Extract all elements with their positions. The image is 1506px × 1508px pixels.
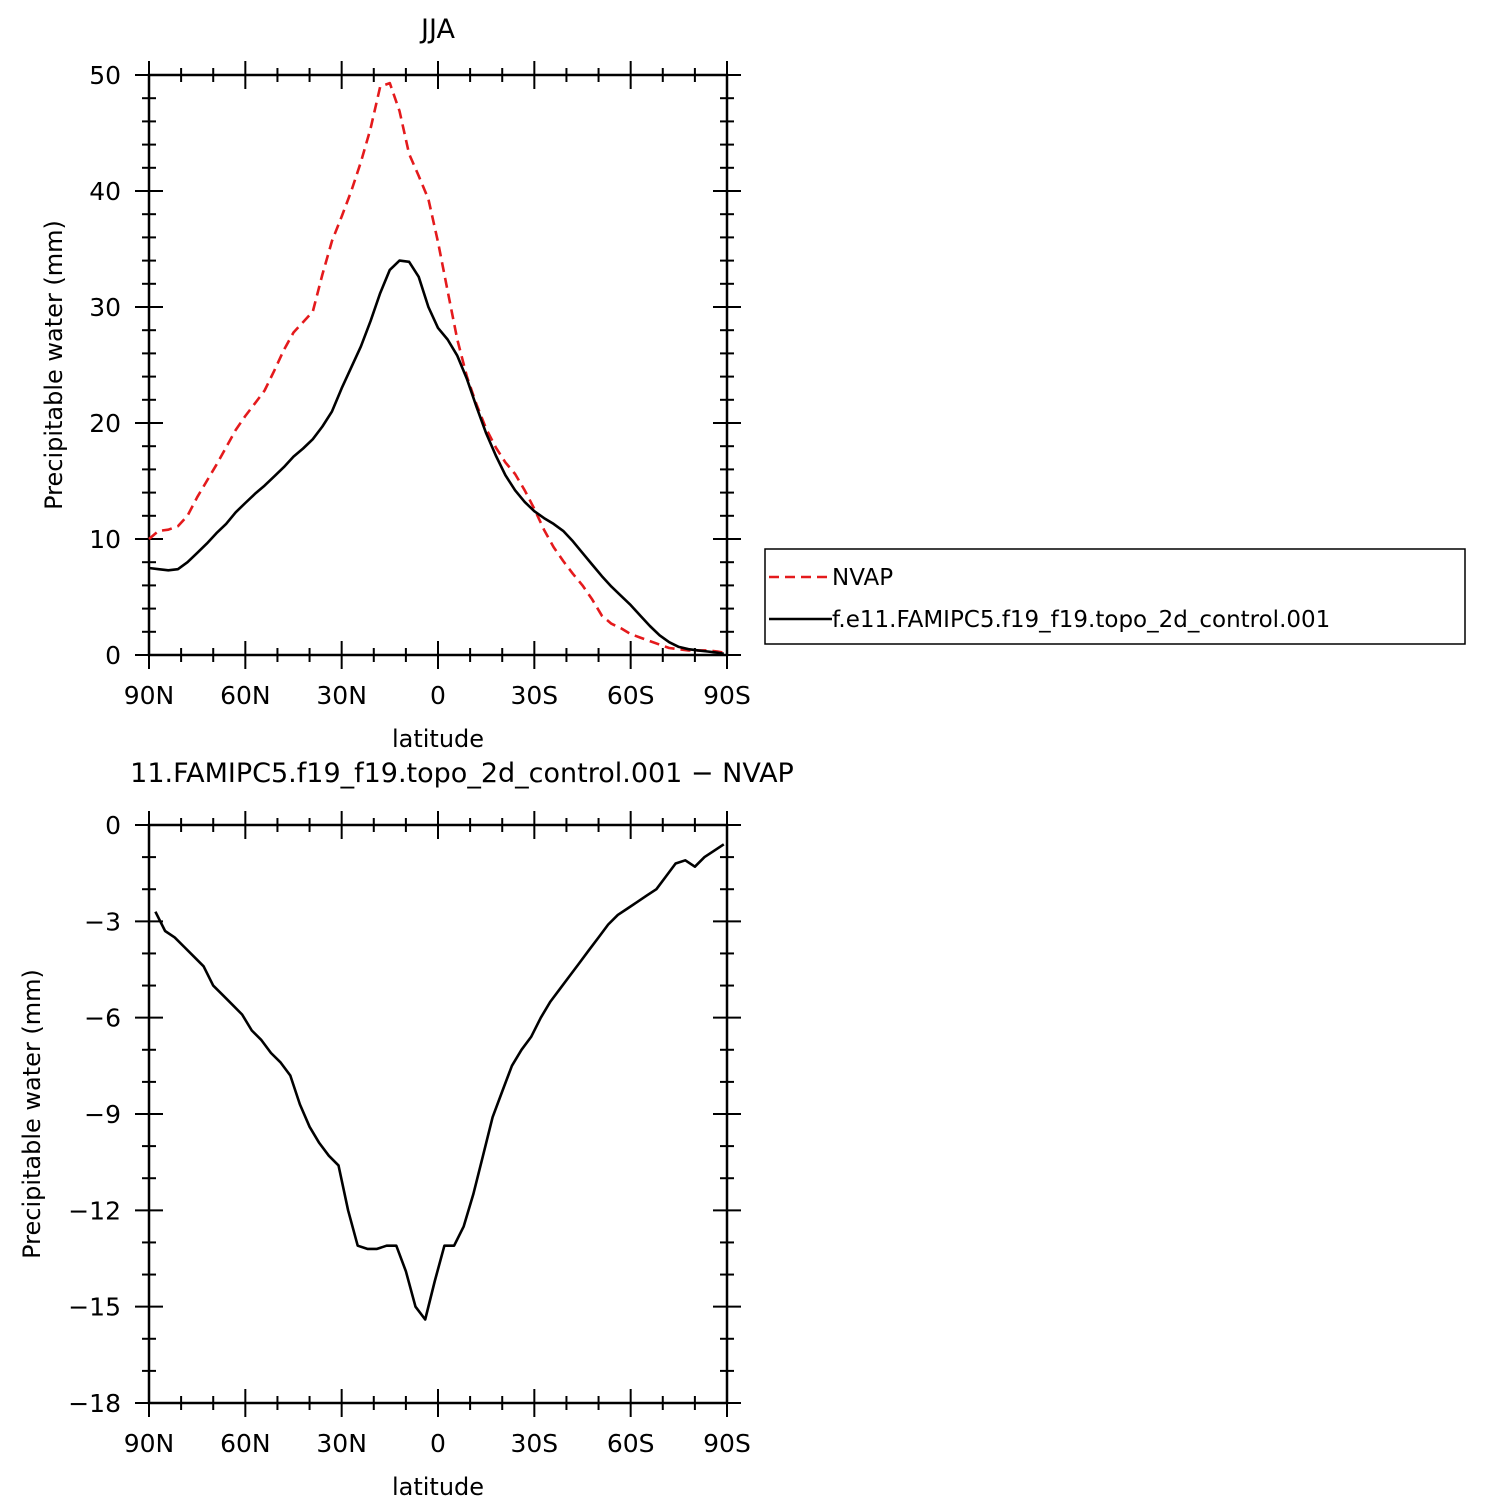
- top-x-tick-labels: 90N 60N 30N 0 30S 60S 90S: [124, 681, 751, 710]
- y-tick-label: 40: [89, 177, 121, 206]
- x-tick-label: 90S: [703, 681, 751, 710]
- y-tick-label: −3: [84, 907, 121, 936]
- x-tick-label: 30S: [510, 1429, 558, 1458]
- x-tick-label: 60N: [220, 1429, 271, 1458]
- x-tick-label: 90N: [124, 681, 175, 710]
- x-tick-label: 90N: [124, 1429, 175, 1458]
- bottom-chart-title: 11.FAMIPC5.f19_f19.topo_2d_control.001 −…: [130, 758, 794, 789]
- top-axis-ticks: [135, 61, 741, 669]
- y-tick-label: −12: [68, 1196, 121, 1225]
- y-tick-label: −6: [84, 1004, 121, 1033]
- y-tick-label: −15: [68, 1293, 121, 1322]
- x-tick-label: 60N: [220, 681, 271, 710]
- top-x-axis-label: latitude: [392, 725, 484, 753]
- y-tick-label: 50: [89, 61, 121, 90]
- bottom-y-axis-label: Precipitable water (mm): [18, 969, 46, 1259]
- legend-box: [764, 548, 1466, 645]
- series-line-difference: [154, 843, 725, 1321]
- series-line-model: [148, 259, 725, 656]
- top-y-tick-labels: 0 10 20 30 40 50: [89, 61, 121, 670]
- y-tick-label: 10: [89, 525, 121, 554]
- legend-label-model: f.e11.FAMIPC5.f19_f19.topo_2d_control.00…: [832, 607, 1330, 633]
- y-tick-label: 0: [105, 641, 121, 670]
- y-tick-label: 0: [105, 811, 121, 840]
- x-tick-label: 0: [430, 681, 446, 710]
- bottom-axis-ticks: [135, 811, 741, 1417]
- top-plot-frame: [147, 73, 729, 657]
- legend-label-nvap: NVAP: [832, 565, 893, 591]
- bottom-panel: 11.FAMIPC5.f19_f19.topo_2d_control.001 −…: [18, 758, 794, 1501]
- bottom-plot-frame: [147, 823, 729, 1405]
- bottom-x-axis-label: latitude: [392, 1473, 484, 1501]
- x-tick-label: 60S: [607, 1429, 655, 1458]
- y-tick-label: −9: [84, 1100, 121, 1129]
- bottom-x-tick-labels: 90N 60N 30N 0 30S 60S 90S: [124, 1429, 751, 1458]
- x-tick-label: 0: [430, 1429, 446, 1458]
- x-tick-label: 60S: [607, 681, 655, 710]
- top-chart-title: JJA: [419, 14, 455, 45]
- series-line-nvap: [148, 81, 725, 654]
- x-tick-label: 30N: [316, 1429, 367, 1458]
- top-panel: JJA 90N 60N 30N 0 30S 60S 90S 0 10 20 30 40 50 lati…: [40, 14, 751, 753]
- y-tick-label: 30: [89, 293, 121, 322]
- x-tick-label: 90S: [703, 1429, 751, 1458]
- y-tick-label: −18: [68, 1389, 121, 1418]
- bottom-series-group: [154, 843, 725, 1321]
- top-y-axis-label: Precipitable water (mm): [40, 220, 68, 510]
- bottom-y-tick-labels: 0 −3 −6 −9 −12 −15 −18: [68, 811, 121, 1418]
- top-series-group: [148, 81, 725, 656]
- legend: NVAP f.e11.FAMIPC5.f19_f19.topo_2d_contr…: [764, 548, 1466, 645]
- x-tick-label: 30S: [510, 681, 558, 710]
- x-tick-label: 30N: [316, 681, 367, 710]
- y-tick-label: 20: [89, 409, 121, 438]
